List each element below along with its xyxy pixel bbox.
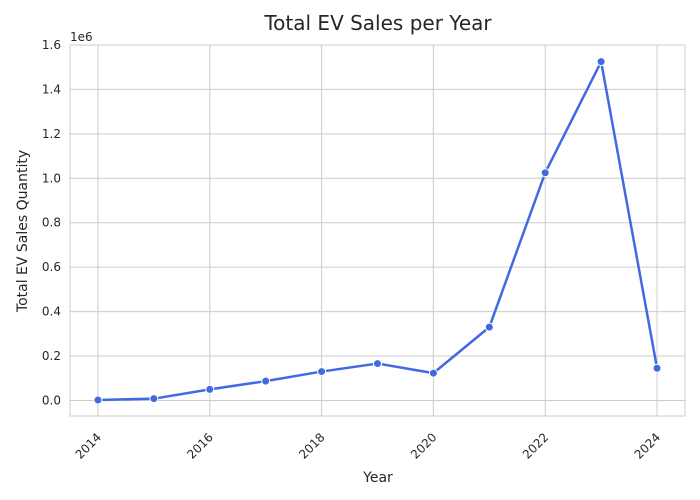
x-tick-label: 2022 — [520, 430, 551, 461]
y-tick-label: 1.2 — [42, 127, 61, 141]
chart-title: Total EV Sales per Year — [263, 11, 492, 35]
data-point — [93, 395, 103, 405]
data-point — [540, 168, 550, 178]
y-tick-label: 0.0 — [42, 393, 61, 407]
y-axis-label: Total EV Sales Quantity — [15, 150, 31, 313]
plot-frame — [69, 44, 686, 417]
x-tick-label: 2016 — [184, 430, 215, 461]
x-tick-label: 2020 — [408, 430, 439, 461]
y-tick-label: 0.2 — [42, 349, 61, 363]
x-tick-label: 2018 — [296, 430, 327, 461]
series-line — [96, 60, 659, 402]
data-point — [652, 363, 662, 373]
y-tick-label: 0.6 — [42, 260, 61, 274]
data-point — [596, 57, 606, 67]
y-tick-label: 1.0 — [42, 171, 61, 185]
y-tick-label: 0.4 — [42, 305, 61, 319]
y-tick-label: 0.8 — [42, 216, 61, 230]
data-point — [149, 394, 159, 404]
x-axis-label: Year — [362, 470, 393, 486]
x-tick-label: 2014 — [73, 430, 104, 461]
data-point — [317, 367, 327, 377]
x-tick-label: 2024 — [632, 430, 663, 461]
data-point — [428, 368, 438, 378]
y-axis-offset-label: 1e6 — [70, 30, 93, 44]
data-point — [261, 376, 271, 386]
y-tick-label: 1.4 — [42, 82, 61, 96]
data-point — [205, 384, 215, 394]
plot-area: 2014 2016 2018 2020 2022 2024 0.0 0.2 0.4 0.6 0.8 1… — [42, 38, 686, 462]
data-point — [373, 359, 382, 369]
data-point — [484, 322, 494, 332]
y-tick-label: 1.6 — [42, 38, 61, 52]
